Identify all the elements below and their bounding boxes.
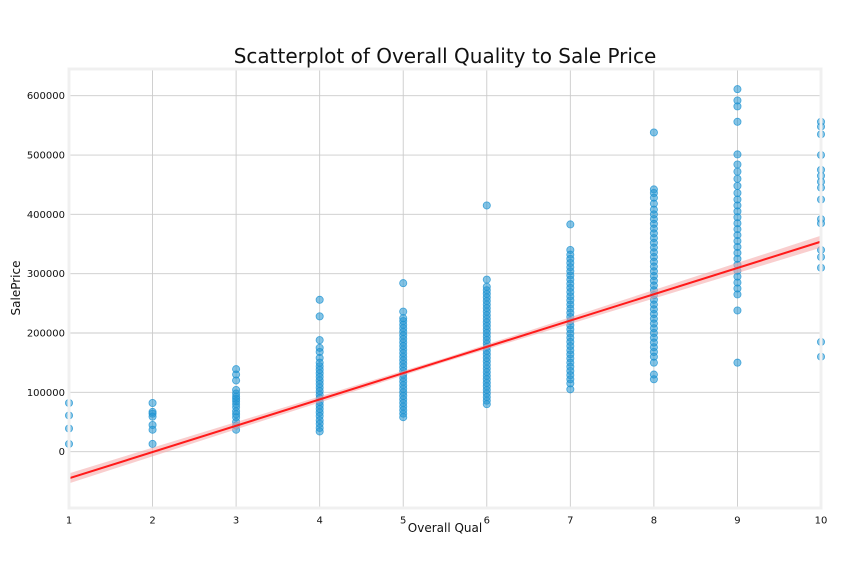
data-point bbox=[482, 275, 491, 284]
data-point bbox=[733, 160, 742, 169]
data-point bbox=[733, 188, 742, 197]
y-tick-label: 200000 bbox=[27, 328, 65, 339]
data-point bbox=[733, 181, 742, 190]
x-tick-label: 2 bbox=[149, 515, 155, 526]
data-point bbox=[733, 174, 742, 183]
data-point bbox=[566, 385, 575, 394]
data-point bbox=[733, 150, 742, 159]
data-point bbox=[232, 376, 241, 385]
data-point bbox=[733, 358, 742, 367]
x-tick-label: 6 bbox=[484, 515, 490, 526]
regression-line bbox=[68, 240, 822, 480]
data-point bbox=[649, 375, 658, 384]
data-point bbox=[148, 398, 157, 407]
y-tick-label: 500000 bbox=[27, 151, 65, 162]
data-point bbox=[315, 427, 324, 436]
y-axis-label: SalePrice bbox=[9, 261, 23, 316]
data-point bbox=[148, 412, 157, 421]
plot-frame bbox=[67, 67, 823, 510]
data-point bbox=[148, 425, 157, 434]
data-point bbox=[482, 201, 491, 210]
y-tick-label: 100000 bbox=[27, 388, 65, 399]
data-point bbox=[733, 167, 742, 176]
data-point bbox=[733, 102, 742, 111]
x-tick-labels: 1 2 3 4 5 6 7 8 9 10 bbox=[66, 515, 828, 526]
data-point bbox=[399, 307, 408, 316]
data-point bbox=[649, 358, 658, 367]
x-tick-label: 5 bbox=[400, 515, 406, 526]
y-gridlines bbox=[69, 95, 821, 453]
data-point bbox=[482, 400, 491, 409]
x-axis-label: Overall Qual bbox=[408, 521, 482, 535]
y-tick-label: 300000 bbox=[27, 269, 65, 280]
data-point bbox=[733, 117, 742, 126]
data-point bbox=[733, 290, 742, 299]
data-point bbox=[733, 85, 742, 94]
x-tick-label: 1 bbox=[66, 515, 72, 526]
x-tick-label: 7 bbox=[567, 515, 573, 526]
x-tick-label: 3 bbox=[233, 515, 239, 526]
plot-area bbox=[65, 67, 826, 510]
x-tick-label: 8 bbox=[651, 515, 657, 526]
x-tick-label: 4 bbox=[316, 515, 322, 526]
data-point bbox=[733, 306, 742, 315]
data-point bbox=[315, 336, 324, 345]
y-tick-labels: 0 100000 200000 300000 400000 500000 600000 bbox=[27, 91, 65, 458]
data-point bbox=[399, 413, 408, 422]
y-tick-label: 400000 bbox=[27, 210, 65, 221]
data-point bbox=[649, 128, 658, 137]
x-tick-label: 10 bbox=[815, 515, 828, 526]
y-tick-label: 0 bbox=[59, 447, 65, 458]
data-point bbox=[566, 220, 575, 229]
data-point bbox=[148, 439, 157, 448]
regression-line-group bbox=[68, 235, 822, 484]
chart-title: Scatterplot of Overall Quality to Sale P… bbox=[234, 44, 657, 68]
data-point bbox=[315, 312, 324, 321]
data-point bbox=[399, 279, 408, 288]
data-point bbox=[315, 295, 324, 304]
y-tick-label: 600000 bbox=[27, 91, 65, 102]
x-tick-label: 9 bbox=[734, 515, 740, 526]
data-points bbox=[65, 85, 826, 448]
